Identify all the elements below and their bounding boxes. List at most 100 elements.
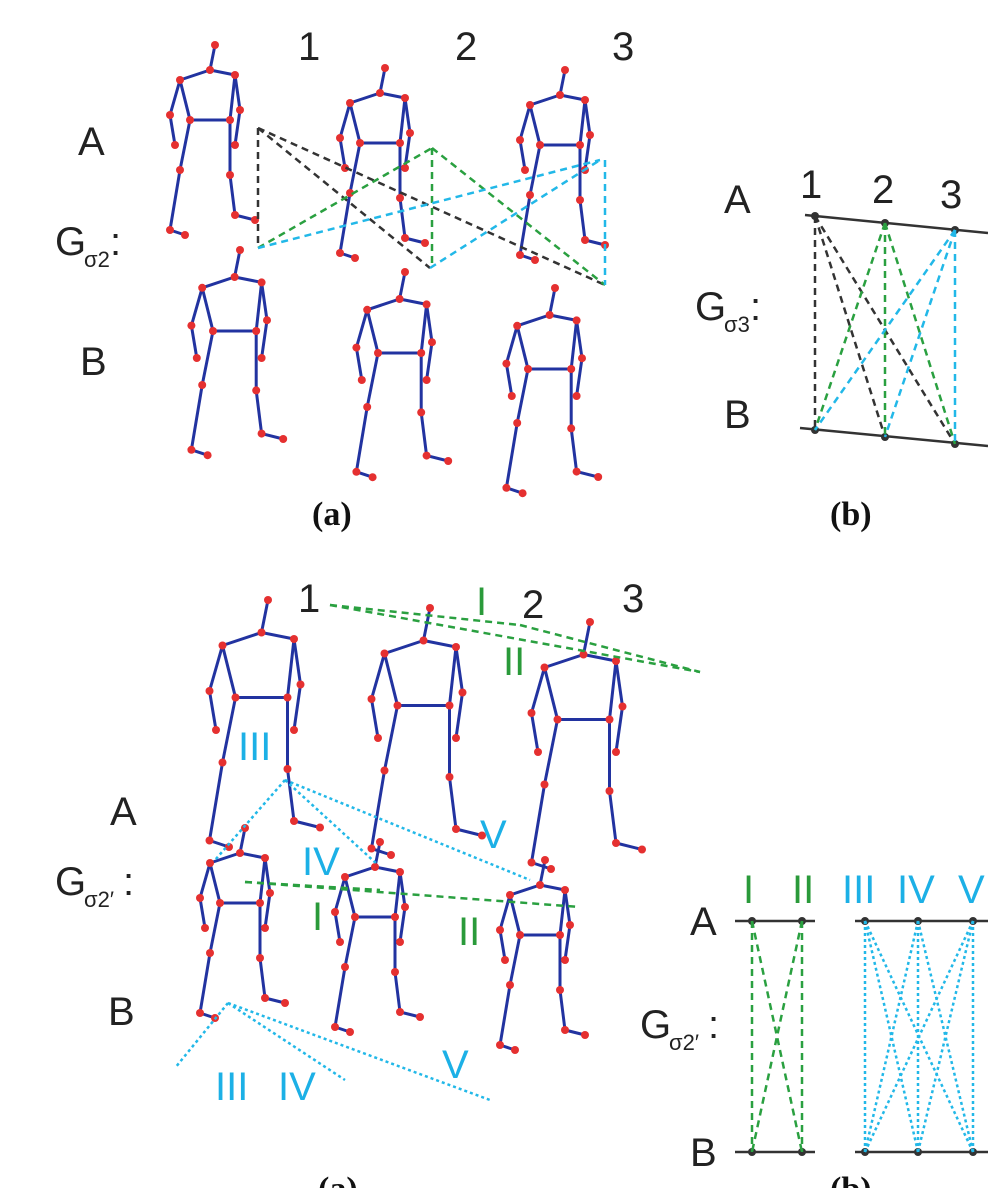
link xyxy=(752,921,802,1152)
joint xyxy=(316,824,324,832)
bone xyxy=(288,769,295,821)
column-label: 2 xyxy=(455,25,477,69)
bone xyxy=(262,633,295,640)
joint xyxy=(516,251,524,259)
row-label: A xyxy=(78,120,105,164)
joint xyxy=(176,76,184,84)
link xyxy=(815,223,885,430)
bone xyxy=(202,331,213,385)
joint xyxy=(567,365,575,373)
track xyxy=(805,215,988,233)
joint xyxy=(428,338,436,346)
joint xyxy=(351,913,359,921)
link xyxy=(918,921,973,1152)
column-label: 1 xyxy=(298,25,320,69)
joint xyxy=(187,322,195,330)
bone xyxy=(210,863,220,903)
bone xyxy=(427,342,432,380)
bone xyxy=(210,646,223,692)
joint xyxy=(331,908,339,916)
joint xyxy=(541,664,549,672)
joint xyxy=(586,131,594,139)
joint xyxy=(252,386,260,394)
bone xyxy=(235,250,240,277)
bone xyxy=(550,315,577,320)
joint xyxy=(396,868,404,876)
joint xyxy=(506,981,514,989)
pair-label: II xyxy=(458,910,480,954)
pair-label: I xyxy=(476,580,487,624)
pair-label: III xyxy=(238,725,271,769)
joint xyxy=(171,141,179,149)
joint xyxy=(212,726,220,734)
row-label: B xyxy=(690,1131,717,1175)
joint xyxy=(401,164,409,172)
bone xyxy=(210,763,223,841)
bone xyxy=(550,288,555,315)
joint xyxy=(387,851,395,859)
joint xyxy=(341,963,349,971)
bone xyxy=(180,120,190,170)
joint xyxy=(531,256,539,264)
joint xyxy=(281,999,289,1007)
joint xyxy=(381,650,389,658)
joint xyxy=(446,773,454,781)
joint xyxy=(561,66,569,74)
joint xyxy=(426,604,434,612)
bone xyxy=(170,115,175,145)
joint xyxy=(396,139,404,147)
bone xyxy=(210,853,240,863)
bone xyxy=(223,646,236,698)
bone xyxy=(335,912,340,942)
joint xyxy=(526,191,534,199)
joint xyxy=(181,231,189,239)
joint xyxy=(376,89,384,97)
joint xyxy=(226,171,234,179)
joint xyxy=(524,365,532,373)
column-label: 3 xyxy=(622,577,644,621)
joint xyxy=(336,134,344,142)
bone xyxy=(260,858,265,903)
link xyxy=(752,921,802,1152)
joint xyxy=(581,1031,589,1039)
bone xyxy=(180,70,210,80)
figure: 123AGσ2:B(a)123AGσ3:B(b)123IIIIIIIVVAGσ2… xyxy=(0,0,988,1188)
bone xyxy=(506,423,517,488)
pair-label: I xyxy=(743,868,754,912)
bone xyxy=(510,885,540,895)
bone xyxy=(400,299,427,304)
pair-label: V xyxy=(480,813,507,857)
joint xyxy=(444,457,452,465)
bone xyxy=(577,358,582,396)
joint xyxy=(576,196,584,204)
link xyxy=(430,160,600,268)
joint xyxy=(376,838,384,846)
bone xyxy=(191,288,202,326)
joint xyxy=(261,854,269,862)
joint xyxy=(556,91,564,99)
joint xyxy=(452,825,460,833)
joint xyxy=(236,849,244,857)
joint xyxy=(381,767,389,775)
joint xyxy=(556,986,564,994)
bone xyxy=(230,75,235,120)
joint xyxy=(423,452,431,460)
joint xyxy=(219,759,227,767)
bone xyxy=(350,93,380,103)
joint xyxy=(198,284,206,292)
joint xyxy=(363,403,371,411)
joint xyxy=(573,468,581,476)
joint xyxy=(381,64,389,72)
joint xyxy=(232,694,240,702)
joint xyxy=(256,954,264,962)
joint xyxy=(396,295,404,303)
row-label: A xyxy=(724,178,751,222)
bone xyxy=(530,95,560,105)
joint xyxy=(266,889,274,897)
joint xyxy=(374,734,382,742)
bone xyxy=(400,272,405,299)
column-label: 2 xyxy=(522,583,544,627)
joint xyxy=(556,931,564,939)
pair-label: III xyxy=(842,868,875,912)
bone xyxy=(545,668,558,720)
